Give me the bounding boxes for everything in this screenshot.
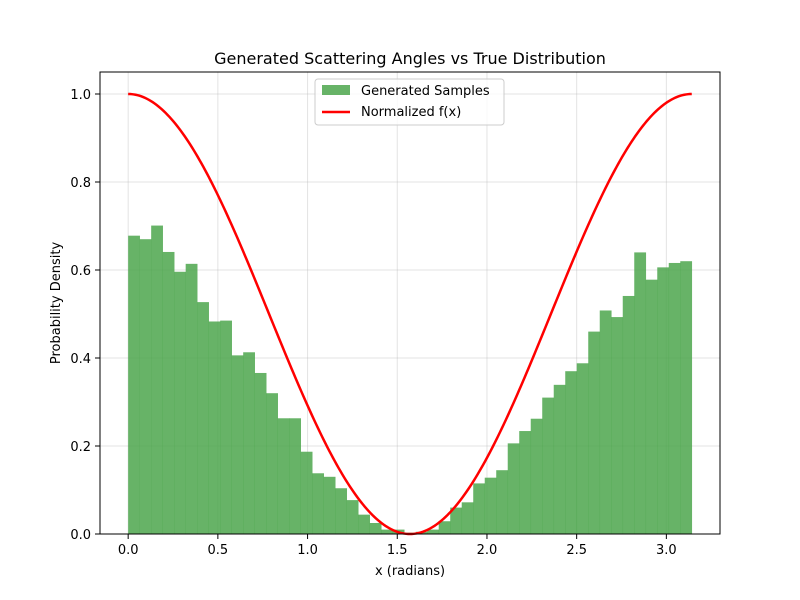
y-tick-label: 0.8 <box>70 176 91 191</box>
x-tick-label: 0.0 <box>118 543 139 558</box>
histogram-bar <box>599 310 612 534</box>
histogram-bar <box>668 262 681 534</box>
histogram-bar <box>128 235 140 534</box>
histogram-bar <box>461 502 474 534</box>
plot-frame <box>99 71 721 535</box>
histogram-bar <box>254 372 267 534</box>
histogram-bar <box>381 529 394 534</box>
histogram-bar <box>139 239 152 534</box>
histogram-bar <box>300 451 313 534</box>
y-axis-ticks: 0.0 0.2 0.4 0.6 0.8 1.0 <box>70 88 100 543</box>
histogram-bar <box>312 473 324 534</box>
x-axis-label: x (radians) <box>375 564 445 579</box>
histogram-bar <box>484 477 497 534</box>
histogram-bar <box>576 363 589 534</box>
histogram-bar <box>323 476 336 534</box>
histogram-bar <box>611 317 624 534</box>
histogram-bar <box>622 295 635 534</box>
histogram-bar <box>277 418 290 534</box>
histogram-bar <box>174 271 186 534</box>
histogram-bar <box>645 279 658 534</box>
legend-box <box>314 78 505 126</box>
legend-swatch-histogram <box>322 85 350 95</box>
histogram-bar <box>519 431 532 534</box>
y-tick-label: 1.0 <box>70 88 91 103</box>
legend-label-curve: Normalized f(x) <box>361 105 461 120</box>
y-axis-label: Probability Density <box>49 242 64 365</box>
x-tick-label: 1.5 <box>387 543 408 558</box>
histogram-bar <box>473 483 486 534</box>
y-tick-label: 0.4 <box>70 352 91 367</box>
histogram-bar <box>438 521 451 534</box>
histogram-bar <box>588 331 601 534</box>
histogram-bar <box>208 321 221 534</box>
histogram-bar <box>289 418 301 534</box>
histogram-bar <box>530 418 543 534</box>
histogram-bar <box>197 302 209 534</box>
histogram-bar <box>243 352 255 534</box>
histogram-bar <box>335 488 348 534</box>
histogram-bar <box>450 507 463 534</box>
histogram-bar <box>220 320 232 534</box>
y-tick-label: 0.0 <box>70 528 91 543</box>
histogram-bar <box>657 267 670 534</box>
histogram-bar <box>358 514 371 534</box>
histogram-bar <box>346 500 359 534</box>
x-tick-label: 0.5 <box>208 543 229 558</box>
chart-title: Generated Scattering Angles vs True Dist… <box>214 49 606 68</box>
histogram-bar <box>185 263 198 534</box>
histogram-bar <box>507 443 520 534</box>
legend-label-histogram: Generated Samples <box>361 84 490 99</box>
legend: Generated Samples Normalized f(x) <box>314 78 505 126</box>
histogram-bar <box>553 384 566 534</box>
histogram-bar <box>231 355 244 534</box>
x-tick-label: 3.0 <box>656 543 677 558</box>
x-tick-label: 1.0 <box>297 543 318 558</box>
y-tick-label: 0.2 <box>70 440 91 455</box>
x-axis-ticks: 0.0 0.5 1.0 1.5 2.0 2.5 3.0 <box>118 534 677 558</box>
histogram-bar <box>151 225 163 534</box>
histogram-bar <box>427 529 440 534</box>
histogram-bar <box>162 251 175 534</box>
histogram-bar <box>634 252 647 534</box>
histogram-bar <box>496 470 509 534</box>
x-tick-label: 2.5 <box>566 543 587 558</box>
histogram-bars <box>128 225 693 534</box>
x-tick-label: 2.0 <box>477 543 498 558</box>
histogram-bar <box>680 261 693 534</box>
histogram-bar <box>565 371 578 534</box>
y-tick-label: 0.6 <box>70 264 91 279</box>
histogram-bar <box>369 523 382 534</box>
histogram-bar <box>266 393 278 534</box>
histogram-bar <box>542 397 555 534</box>
